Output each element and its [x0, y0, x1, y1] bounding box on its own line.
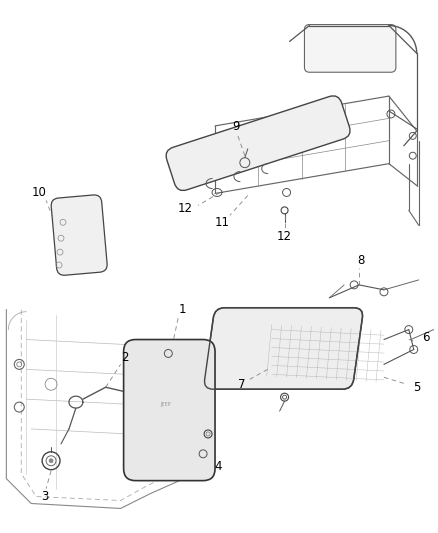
Text: 4: 4 [214, 460, 222, 473]
FancyBboxPatch shape [304, 25, 396, 72]
Text: 12: 12 [178, 202, 193, 215]
Text: 3: 3 [42, 490, 49, 503]
FancyBboxPatch shape [205, 308, 363, 389]
Text: 5: 5 [413, 381, 420, 394]
Text: 6: 6 [422, 331, 429, 344]
Text: 11: 11 [215, 216, 230, 229]
FancyBboxPatch shape [124, 340, 215, 481]
Text: 10: 10 [32, 186, 46, 199]
Text: 7: 7 [238, 378, 246, 391]
Text: JEEP: JEEP [160, 402, 171, 407]
Text: 1: 1 [178, 303, 186, 316]
Text: 9: 9 [232, 120, 240, 133]
Circle shape [49, 459, 53, 463]
Text: 2: 2 [121, 351, 128, 364]
Text: 12: 12 [277, 230, 292, 243]
FancyBboxPatch shape [51, 195, 107, 275]
FancyBboxPatch shape [166, 96, 350, 190]
Text: 8: 8 [357, 254, 365, 266]
